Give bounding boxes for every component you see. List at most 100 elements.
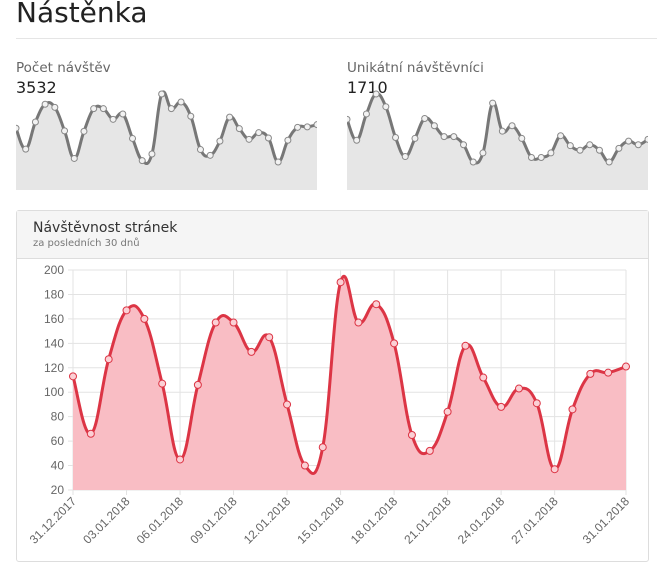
- sparkline-point: [187, 112, 195, 120]
- sparkline-point: [80, 127, 88, 135]
- sparkline-point: [109, 115, 117, 123]
- sparkline-point: [16, 124, 20, 132]
- stat-visits: Počet návštěv 3532: [16, 60, 317, 190]
- data-point: [425, 446, 434, 455]
- data-point: [622, 362, 630, 371]
- data-point: [354, 318, 363, 327]
- sparkline-point: [576, 146, 584, 154]
- data-point: [479, 373, 488, 382]
- sparkline-point: [245, 135, 253, 143]
- sparkline-point: [51, 103, 59, 111]
- sparkline-point: [401, 153, 409, 161]
- sparkline-point: [61, 127, 69, 135]
- x-tick-label: 31.12.2017: [27, 494, 80, 547]
- x-tick-label: 31.01.2018: [580, 494, 633, 547]
- sparkline-point: [138, 157, 146, 165]
- sparkline-point: [294, 123, 302, 131]
- data-point: [211, 318, 220, 327]
- x-tick-label: 09.01.2018: [187, 494, 240, 547]
- data-point: [586, 369, 595, 378]
- divider: [16, 38, 657, 39]
- sparkline-area: [347, 93, 648, 190]
- stat-label: Unikátní návštěvníci: [347, 60, 484, 76]
- sparkline-point: [226, 113, 234, 121]
- sparkline-point: [216, 137, 224, 145]
- stat-value: 3532: [16, 78, 57, 97]
- chart-area: [73, 276, 626, 490]
- x-tick-label: 27.01.2018: [508, 494, 561, 547]
- x-tick-label: 06.01.2018: [134, 494, 187, 547]
- sparkline-point: [347, 115, 351, 123]
- data-point: [140, 314, 149, 323]
- data-point: [69, 372, 77, 381]
- data-point: [550, 465, 559, 474]
- sparkline-point: [31, 118, 39, 126]
- sparkline-point: [372, 90, 380, 98]
- sparkline-point: [615, 144, 623, 152]
- card-header: Návštěvnost stránek za posledních 30 dnů: [17, 211, 648, 259]
- sparkline-point: [362, 110, 370, 118]
- data-point: [514, 384, 523, 393]
- sparkline-point: [625, 137, 633, 145]
- sparkline-point: [460, 141, 468, 149]
- sparkline-point: [119, 110, 127, 118]
- sparkline-point: [303, 123, 311, 131]
- y-tick-label: 40: [51, 459, 65, 473]
- sparkline-point: [255, 129, 263, 137]
- data-point: [229, 318, 238, 327]
- y-tick-label: 200: [44, 263, 64, 277]
- traffic-card: Návštěvnost stránek za posledních 30 dnů: [16, 210, 649, 562]
- y-tick-label: 160: [44, 312, 64, 326]
- sparkline-point: [411, 134, 419, 142]
- sparkline-point: [566, 142, 574, 150]
- stat-unique-visitors: Unikátní návštěvníci 1710: [347, 60, 648, 190]
- sparkline-point: [557, 132, 565, 140]
- sparkline-point: [99, 105, 107, 113]
- sparkline-point: [90, 105, 98, 113]
- y-tick-label: 60: [51, 434, 65, 448]
- data-point: [176, 455, 185, 464]
- data-point: [265, 333, 274, 342]
- data-point: [104, 355, 113, 364]
- sparkline-point: [41, 100, 49, 108]
- sparkline-point: [450, 133, 458, 141]
- y-tick-label: 180: [44, 287, 64, 301]
- x-tick-label: 24.01.2018: [455, 494, 508, 547]
- y-tick-label: 100: [44, 385, 64, 399]
- page-title: Nástěnka: [16, 0, 148, 29]
- data-point: [247, 347, 256, 356]
- data-point: [568, 405, 577, 414]
- sparkline-point: [605, 158, 613, 166]
- sparkline-point: [537, 153, 545, 161]
- data-point: [158, 379, 167, 388]
- y-tick-label: 120: [44, 361, 64, 375]
- sparkline-point: [518, 134, 526, 142]
- sparkline-point: [440, 133, 448, 141]
- sparkline-point: [382, 103, 390, 111]
- data-point: [532, 399, 541, 408]
- sparkline-point: [167, 105, 175, 113]
- sparkline-point: [177, 98, 185, 106]
- sparkline-point: [547, 149, 555, 157]
- sparkline-point: [644, 135, 648, 143]
- data-point: [407, 431, 416, 439]
- sparkline-point: [430, 122, 438, 130]
- sparkline-visits: [16, 90, 317, 190]
- sparkline-point: [129, 134, 137, 142]
- data-point: [283, 400, 292, 409]
- data-point: [372, 300, 381, 309]
- sparkline-point: [421, 114, 429, 122]
- data-point: [461, 341, 470, 350]
- sparkline-point: [313, 121, 317, 129]
- sparkline-point: [148, 150, 156, 158]
- sparkline-point: [508, 122, 516, 130]
- sparkline-point: [469, 158, 477, 166]
- x-tick-label: 21.01.2018: [401, 494, 454, 547]
- stat-label: Počet návštěv: [16, 60, 111, 76]
- sparkline-unique-visitors: [347, 90, 648, 190]
- data-point: [336, 278, 345, 287]
- data-point: [604, 368, 613, 377]
- sparkline-point: [206, 151, 214, 159]
- sparkline-point: [489, 99, 497, 107]
